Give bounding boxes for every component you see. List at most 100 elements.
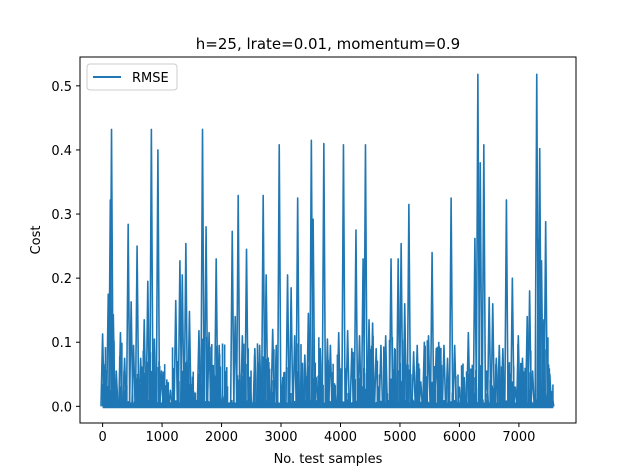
- series-spike: [363, 144, 368, 407]
- series-spike: [321, 142, 327, 407]
- series-spike: [229, 230, 235, 407]
- series-spike: [378, 344, 384, 407]
- series-spike: [357, 335, 362, 407]
- series-spike: [203, 226, 209, 407]
- series-spike: [109, 128, 114, 407]
- x-tick-label: 2000: [205, 430, 238, 445]
- series-spike: [373, 347, 379, 407]
- series-spike: [366, 318, 372, 407]
- series-spike: [341, 144, 346, 407]
- series-spike: [461, 376, 467, 407]
- series-spike: [504, 199, 509, 407]
- series-spike: [411, 351, 417, 407]
- series-spike: [298, 370, 304, 407]
- series-spike: [155, 149, 161, 407]
- series-spike: [418, 381, 424, 407]
- x-tick-label: 4000: [324, 430, 357, 445]
- series-spike: [310, 218, 316, 407]
- series-spike: [285, 274, 290, 407]
- series-spike: [438, 347, 443, 407]
- y-axis-label: Cost: [29, 226, 44, 255]
- series-spike: [125, 223, 131, 407]
- y-tick-label: 0.2: [51, 272, 72, 287]
- series-spike: [138, 357, 144, 407]
- series-spike: [490, 302, 496, 407]
- series-spike: [187, 310, 192, 407]
- plot-frame: [79, 56, 577, 424]
- series-spike: [173, 299, 179, 407]
- series-spike: [276, 144, 282, 407]
- series-spike: [481, 144, 487, 407]
- plot-area: [100, 73, 555, 409]
- series-spike: [280, 376, 286, 407]
- series-spike: [402, 302, 408, 407]
- series-spike: [530, 370, 535, 407]
- series-spike: [345, 329, 351, 407]
- series-spike: [102, 363, 108, 407]
- series-spike: [159, 370, 164, 407]
- series-spike: [313, 376, 319, 407]
- series-spike: [496, 344, 502, 407]
- series-spike: [317, 347, 323, 407]
- series-spike: [349, 347, 355, 407]
- series-spike: [223, 376, 229, 407]
- series-spike: [353, 229, 359, 407]
- series-spike: [429, 251, 435, 407]
- chart-title: h=25, lrate=0.01, momentum=0.9: [196, 35, 460, 53]
- series-spike: [398, 242, 404, 407]
- series-spike: [527, 290, 533, 407]
- series-spike: [200, 128, 205, 407]
- series-spike: [191, 390, 196, 407]
- series-spike: [370, 322, 375, 407]
- series-spike: [110, 313, 116, 407]
- series-spike: [257, 344, 263, 407]
- series-spike: [134, 245, 140, 407]
- series-spike: [131, 344, 136, 407]
- series-spike: [414, 344, 420, 407]
- series-spike: [196, 329, 202, 407]
- series-spike: [336, 331, 342, 407]
- series-spike: [500, 347, 506, 407]
- x-tick-label: 0: [98, 430, 106, 445]
- legend-box: [86, 63, 178, 91]
- y-tick-label: 0.1: [51, 336, 72, 351]
- series-spike: [163, 385, 169, 407]
- series-spike: [465, 331, 471, 407]
- series-spike: [441, 344, 447, 407]
- series-spike: [549, 395, 555, 407]
- series-spike: [457, 386, 462, 407]
- y-tick-label: 0.0: [51, 400, 72, 415]
- series-spike: [206, 331, 212, 407]
- series-spike: [327, 344, 333, 407]
- series-spike: [406, 203, 412, 407]
- legend: RMSE: [86, 63, 178, 91]
- series-spike: [325, 338, 330, 407]
- series-spike: [213, 258, 219, 407]
- series-spike: [151, 338, 157, 407]
- y-tick-label: 0.4: [51, 144, 72, 159]
- series-spike: [383, 335, 389, 407]
- series-spike: [168, 389, 173, 407]
- series-spike: [141, 318, 147, 407]
- series-spike: [421, 341, 427, 407]
- series-spike: [252, 347, 258, 407]
- series-spike: [520, 357, 525, 407]
- x-tick-label: 3000: [264, 430, 297, 445]
- series-spike: [122, 357, 127, 407]
- series-spike: [239, 335, 245, 407]
- series-spike: [113, 370, 119, 407]
- series-spike: [210, 376, 216, 407]
- series-spike: [486, 296, 492, 407]
- series-spike: [266, 376, 272, 407]
- series-spike: [183, 242, 189, 407]
- series-spike: [392, 347, 398, 407]
- x-axis-label: No. test samples: [274, 452, 383, 467]
- y-tick-label: 0.3: [51, 208, 72, 223]
- x-tick-label: 6000: [443, 430, 476, 445]
- series-spike: [515, 335, 521, 407]
- x-tick-label: 5000: [383, 430, 416, 445]
- series-spike: [302, 354, 308, 407]
- series-spike: [260, 194, 266, 407]
- x-tick-label: 7000: [502, 430, 535, 445]
